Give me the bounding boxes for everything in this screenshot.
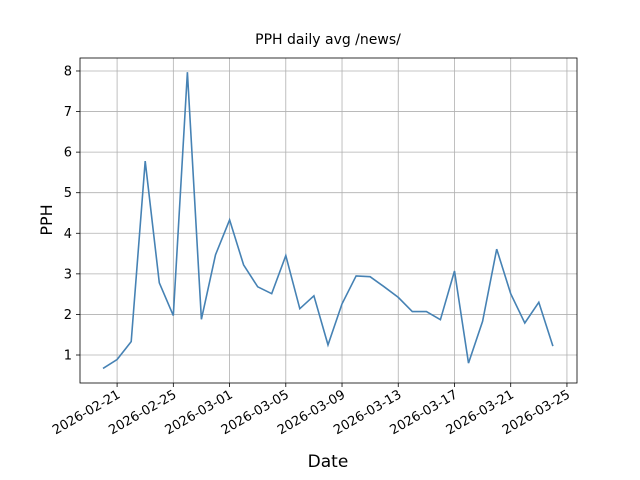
y-tick-label: 7: [64, 105, 72, 120]
y-tick-label: 4: [64, 227, 72, 242]
y-tick-label: 1: [64, 349, 72, 364]
chart-title: PPH daily avg /news/: [255, 32, 401, 48]
y-axis-label: PPH: [37, 204, 56, 235]
plot-frame: [79, 57, 578, 384]
y-tick-label: 8: [64, 64, 72, 79]
y-tick-label: 6: [64, 146, 72, 161]
y-tick-label: 5: [64, 186, 72, 201]
line: [102, 72, 554, 370]
y-tick-label: 3: [64, 267, 72, 282]
x-axis-label: Date: [308, 452, 349, 472]
y-tick-label: 2: [64, 308, 72, 323]
